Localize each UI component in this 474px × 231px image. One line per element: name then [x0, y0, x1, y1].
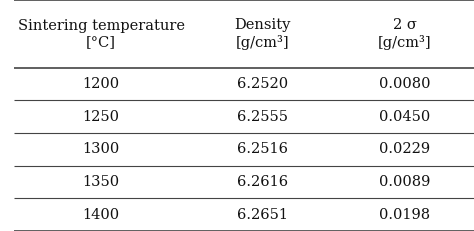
Text: 0.0450: 0.0450 — [379, 110, 430, 124]
Text: 1300: 1300 — [82, 142, 120, 156]
Text: 6.2520: 6.2520 — [237, 77, 288, 91]
Text: 0.0229: 0.0229 — [379, 142, 430, 156]
Text: 6.2555: 6.2555 — [237, 110, 288, 124]
Text: Sintering temperature
[°C]: Sintering temperature [°C] — [18, 19, 185, 49]
Text: 1250: 1250 — [82, 110, 119, 124]
Text: 1400: 1400 — [82, 208, 120, 222]
Text: 0.0089: 0.0089 — [379, 175, 431, 189]
Text: 1350: 1350 — [82, 175, 120, 189]
Text: 0.0080: 0.0080 — [379, 77, 431, 91]
Text: 0.0198: 0.0198 — [379, 208, 430, 222]
Text: 1200: 1200 — [82, 77, 120, 91]
Text: 6.2616: 6.2616 — [237, 175, 288, 189]
Text: 6.2651: 6.2651 — [237, 208, 288, 222]
Text: 2 σ
[g/cm³]: 2 σ [g/cm³] — [378, 18, 432, 50]
Text: 6.2516: 6.2516 — [237, 142, 288, 156]
Text: Density
[g/cm³]: Density [g/cm³] — [234, 18, 291, 50]
